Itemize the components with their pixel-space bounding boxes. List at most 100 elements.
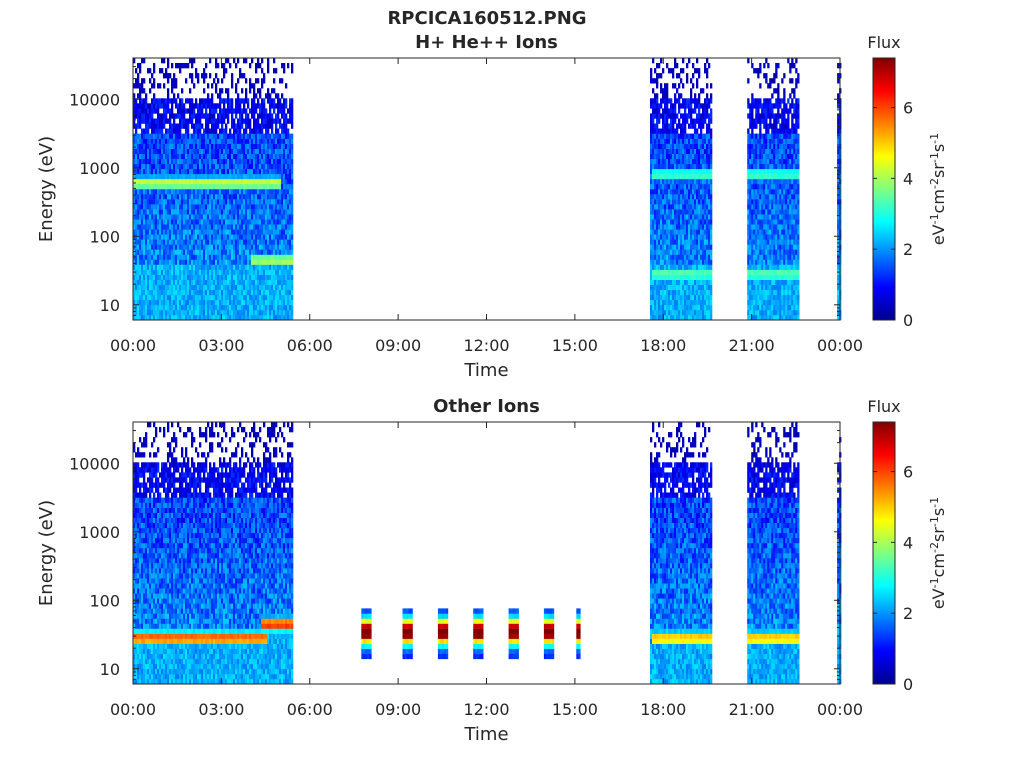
heatmap-cell — [247, 173, 250, 180]
heatmap-cell — [694, 274, 697, 280]
heatmap-cell — [163, 309, 166, 316]
heatmap-cell — [149, 199, 152, 205]
heatmap-cell — [255, 194, 258, 200]
heatmap-cell — [666, 289, 669, 296]
heatmap-cell — [229, 244, 232, 250]
heatmap-cell — [227, 163, 230, 170]
heatmap-cell — [676, 98, 679, 104]
heatmap-cell — [179, 113, 182, 119]
heatmap-cell — [165, 224, 168, 230]
heatmap-cell — [169, 118, 172, 124]
heatmap-cell — [670, 143, 673, 149]
heatmap-cell — [680, 304, 683, 311]
heatmap-cell — [243, 148, 246, 154]
heatmap-cell — [181, 294, 184, 301]
heatmap-cell — [658, 189, 661, 195]
heatmap-cell — [143, 103, 146, 109]
heatmap-cell — [259, 123, 262, 129]
heatmap-cell — [666, 178, 669, 185]
heatmap-cell — [163, 199, 166, 205]
heatmap-cell — [189, 108, 192, 114]
heatmap-cell — [207, 98, 210, 104]
heatmap-cell — [169, 148, 172, 154]
heatmap-cell — [221, 214, 224, 220]
heatmap-cell — [155, 98, 158, 104]
heatmap-cell — [247, 219, 250, 225]
heatmap-cell — [153, 234, 156, 240]
heatmap-cell — [247, 254, 250, 260]
heatmap-cell — [267, 128, 270, 134]
heatmap-cell — [680, 128, 683, 134]
heatmap-cell — [181, 194, 184, 200]
heatmap-cell — [159, 83, 162, 89]
heatmap-cell — [702, 158, 705, 165]
heatmap-cell — [137, 173, 140, 180]
heatmap-cell — [195, 194, 198, 200]
heatmap-cell — [183, 158, 186, 165]
heatmap-cell — [141, 309, 144, 316]
heatmap-cell — [157, 148, 160, 154]
heatmap-cell — [279, 133, 282, 139]
heatmap-cell — [291, 289, 294, 296]
heatmap-cell — [183, 63, 186, 69]
heatmap-cell — [672, 189, 675, 195]
heatmap-cell — [650, 294, 653, 301]
heatmap-cell — [265, 299, 268, 306]
heatmap-cell — [678, 299, 681, 306]
heatmap-cell — [658, 249, 661, 255]
heatmap-cell — [189, 184, 192, 190]
heatmap-cell — [207, 239, 210, 245]
heatmap-cell — [193, 133, 196, 139]
heatmap-cell — [231, 274, 234, 280]
heatmap-cell — [241, 113, 244, 119]
heatmap-cell — [690, 184, 693, 190]
heatmap-cell — [686, 289, 689, 296]
heatmap-cell — [163, 194, 166, 200]
heatmap-cell — [237, 254, 240, 260]
heatmap-cell — [145, 219, 148, 225]
heatmap-cell — [141, 58, 144, 64]
heatmap-cell — [251, 299, 254, 306]
heatmap-cell — [239, 178, 242, 185]
heatmap-cell — [243, 138, 246, 144]
heatmap-cell — [229, 264, 232, 270]
heatmap-cell — [165, 244, 168, 250]
heatmap-cell — [287, 289, 290, 296]
heatmap-cell — [133, 173, 136, 180]
heatmap-cell — [159, 158, 162, 165]
heatmap-cell — [161, 219, 164, 225]
heatmap-cell — [680, 249, 683, 255]
heatmap-cell — [692, 229, 695, 235]
heatmap-cell — [267, 274, 270, 280]
heatmap-cell — [233, 199, 236, 205]
heatmap-cell — [137, 103, 140, 109]
heatmap-cell — [173, 189, 176, 195]
heatmap-cell — [271, 133, 274, 139]
heatmap-cell — [171, 153, 174, 159]
heatmap-cell — [694, 189, 697, 195]
heatmap-cell — [287, 219, 290, 225]
heatmap-cell — [706, 113, 709, 119]
heatmap-cell — [235, 113, 238, 119]
heatmap-cell — [279, 103, 282, 109]
heatmap-cell — [287, 163, 290, 170]
heatmap-cell — [185, 189, 188, 195]
heatmap-cell — [253, 224, 256, 230]
heatmap-cell — [686, 309, 689, 316]
heatmap-cell — [289, 274, 292, 280]
heatmap-cell — [287, 148, 290, 154]
heatmap-cell — [686, 294, 689, 301]
heatmap-cell — [133, 249, 136, 255]
heatmap-cell — [698, 153, 701, 159]
heatmap-cell — [686, 224, 689, 230]
heatmap-cell — [217, 209, 220, 215]
heatmap-cell — [662, 68, 665, 74]
heatmap-cell — [159, 284, 162, 290]
heatmap-cell — [175, 249, 178, 255]
heatmap-cell — [231, 229, 234, 235]
heatmap-cell — [690, 204, 693, 210]
heatmap-cell — [221, 189, 224, 195]
heatmap-cell — [668, 219, 671, 225]
heatmap-cell — [658, 284, 661, 290]
heatmap-cell — [171, 148, 174, 154]
